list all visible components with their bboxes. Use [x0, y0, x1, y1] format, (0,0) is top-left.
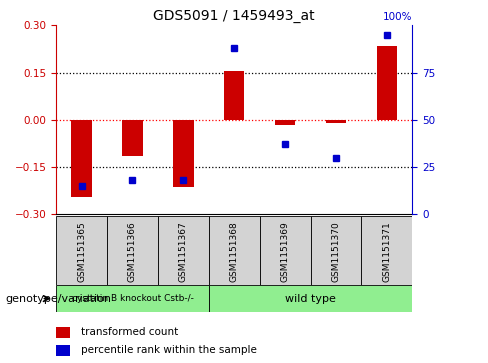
- Text: transformed count: transformed count: [81, 327, 178, 337]
- Text: GSM1151371: GSM1151371: [383, 221, 391, 282]
- Bar: [122, 120, 142, 156]
- Text: GSM1151369: GSM1151369: [281, 221, 290, 282]
- Bar: [209, 216, 260, 285]
- Bar: [56, 285, 209, 312]
- Text: GSM1151368: GSM1151368: [230, 221, 239, 282]
- Bar: [56, 327, 70, 338]
- Bar: [107, 216, 158, 285]
- Bar: [224, 71, 244, 120]
- Bar: [326, 120, 346, 123]
- Bar: [377, 46, 397, 120]
- Text: GSM1151367: GSM1151367: [179, 221, 188, 282]
- Bar: [56, 216, 107, 285]
- Bar: [310, 216, 362, 285]
- Text: percentile rank within the sample: percentile rank within the sample: [81, 345, 257, 355]
- Title: GDS5091 / 1459493_at: GDS5091 / 1459493_at: [153, 9, 315, 23]
- Text: GSM1151365: GSM1151365: [77, 221, 86, 282]
- Bar: [275, 120, 295, 125]
- Bar: [158, 216, 209, 285]
- Bar: [209, 285, 412, 312]
- Text: wild type: wild type: [285, 294, 336, 303]
- Text: GSM1151366: GSM1151366: [128, 221, 137, 282]
- Bar: [362, 216, 412, 285]
- Text: genotype/variation: genotype/variation: [5, 294, 111, 303]
- Bar: [173, 120, 194, 187]
- Text: 100%: 100%: [383, 12, 412, 22]
- Bar: [260, 216, 310, 285]
- Text: GSM1151370: GSM1151370: [331, 221, 341, 282]
- Bar: [71, 120, 92, 197]
- Text: cystatin B knockout Cstb-/-: cystatin B knockout Cstb-/-: [72, 294, 193, 303]
- Bar: [56, 345, 70, 356]
